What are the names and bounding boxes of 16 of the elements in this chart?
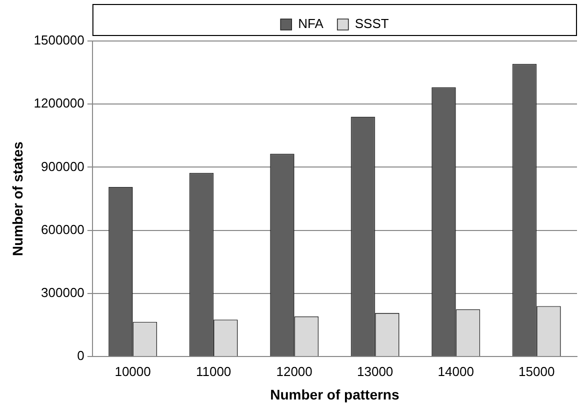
legend-label: NFA — [298, 16, 324, 32]
y-tick-label: 300000 — [41, 285, 84, 300]
x-tick-label: 10000 — [114, 364, 151, 379]
y-tick-label: 1200000 — [34, 96, 84, 111]
x-tick-label: 13000 — [357, 364, 394, 379]
legend-label: SSST — [354, 16, 389, 32]
y-axis-title: Number of states — [9, 141, 26, 256]
x-axis-title: Number of patterns — [270, 386, 400, 402]
y-tick-label: 1500000 — [34, 32, 84, 48]
y-tick-label: 0 — [77, 348, 84, 364]
y-tick-label: 600000 — [41, 222, 84, 237]
x-tick-label: 11000 — [196, 364, 232, 379]
x-tick-label: 12000 — [276, 364, 312, 379]
y-tick-label: 900000 — [41, 158, 84, 174]
x-tick-label: 15000 — [518, 364, 555, 379]
x-tick-label: 14000 — [438, 364, 474, 379]
